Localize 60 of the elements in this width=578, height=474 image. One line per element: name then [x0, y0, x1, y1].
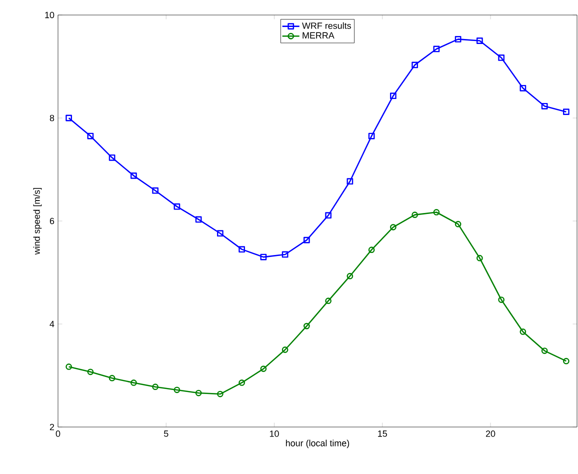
point — [87, 368, 94, 376]
point — [346, 272, 354, 280]
point — [563, 108, 570, 116]
x-tick-label: 15 — [378, 430, 387, 437]
point — [433, 46, 440, 52]
point — [368, 246, 375, 254]
point — [130, 380, 137, 386]
point — [174, 203, 180, 210]
legend-label: WRF results — [302, 22, 351, 29]
y-tick-label: 6 — [50, 218, 54, 224]
point — [304, 236, 310, 244]
point — [66, 114, 72, 122]
point — [87, 132, 94, 140]
y-tick-label: 4 — [50, 320, 54, 328]
point — [260, 254, 267, 260]
point — [217, 390, 224, 398]
point — [454, 220, 462, 228]
point — [412, 62, 418, 68]
point — [238, 246, 246, 253]
x-axis-title: hour (local time) — [286, 440, 350, 448]
point — [152, 384, 159, 390]
point — [412, 212, 418, 218]
x-tick-label: 5 — [164, 430, 168, 437]
point — [195, 216, 202, 223]
point — [390, 224, 396, 230]
point — [174, 386, 180, 394]
point — [498, 296, 505, 303]
point — [476, 254, 483, 262]
point — [454, 36, 462, 42]
point — [498, 54, 505, 61]
point — [476, 38, 483, 44]
x-tick-label: 0 — [56, 430, 60, 437]
point — [541, 348, 548, 354]
point — [520, 84, 526, 92]
point — [108, 374, 116, 382]
point — [260, 366, 267, 372]
y-tick-label: 2 — [50, 424, 54, 430]
point — [325, 212, 332, 219]
point — [152, 187, 159, 194]
y-axis-title: wind speed [m/s] — [33, 188, 42, 255]
point — [346, 178, 354, 185]
point — [195, 390, 202, 396]
point — [325, 298, 332, 304]
point — [368, 132, 375, 140]
point — [282, 346, 288, 353]
point — [217, 230, 224, 237]
point — [304, 322, 310, 330]
point — [238, 380, 246, 386]
point — [390, 92, 396, 100]
point — [541, 102, 548, 110]
point — [108, 154, 116, 161]
point — [282, 251, 288, 258]
point — [130, 172, 137, 179]
y-tick-label: 10 — [45, 12, 54, 18]
x-tick-label: 20 — [486, 430, 496, 437]
point — [433, 209, 440, 216]
legend-label: MERRA — [302, 32, 334, 38]
y-tick-label: 8 — [50, 114, 54, 122]
x-tick-label: 10 — [270, 430, 279, 437]
point — [520, 328, 526, 335]
